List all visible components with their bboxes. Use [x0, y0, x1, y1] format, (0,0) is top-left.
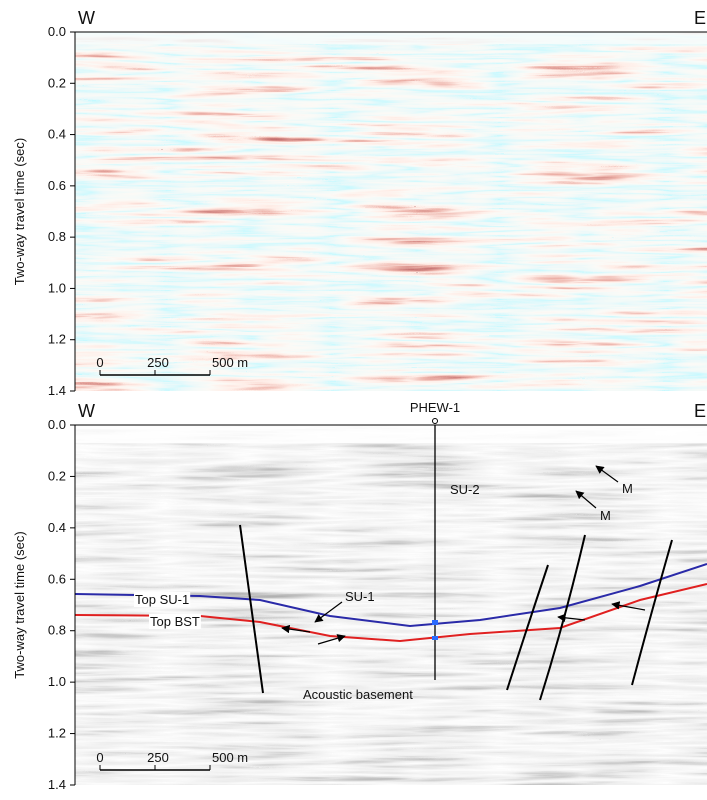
scale-bar-label: 0: [96, 355, 103, 370]
y-tick-label: 1.4: [48, 383, 66, 398]
scale-bar-label: 250: [147, 750, 169, 765]
seismic-section: [75, 32, 707, 391]
y-tick-label: 0.8: [48, 229, 66, 244]
y-tick-label: 0.2: [48, 468, 66, 483]
y-tick-label: 0.6: [48, 178, 66, 193]
label-background: [149, 614, 201, 629]
well-name: PHEW-1: [410, 400, 460, 415]
y-tick-label: 1.2: [48, 332, 66, 347]
y-tick-label: 0.0: [48, 24, 66, 39]
scale-bar-label: 250: [147, 355, 169, 370]
y-tick-label: 1.0: [48, 674, 66, 689]
y-tick-label: 1.2: [48, 726, 66, 741]
scale-bar-label: 500 m: [212, 355, 248, 370]
y-tick-label: 0.2: [48, 75, 66, 90]
y-tick-label: 0.4: [48, 127, 66, 142]
water-column: [75, 425, 707, 443]
direction-east: E: [694, 8, 706, 28]
water-column: [75, 32, 707, 44]
y-tick-label: 0.4: [48, 520, 66, 535]
label-background: [134, 592, 191, 607]
horizon-label: Top SU-1: [135, 592, 189, 607]
scale-bar-label: 0: [96, 750, 103, 765]
well-pick: [432, 636, 438, 640]
direction-east: E: [694, 401, 706, 421]
y-tick-label: 1.4: [48, 777, 66, 792]
horizon-top-su1: [74, 563, 707, 628]
marker-label: M: [600, 508, 611, 523]
y-tick-label: 0.8: [48, 623, 66, 638]
direction-west: W: [78, 8, 95, 28]
well-marker: [432, 418, 438, 424]
y-tick-label: 1.0: [48, 280, 66, 295]
panel-top: [75, 32, 707, 391]
arrows: [281, 465, 646, 645]
unit-label: SU-1: [345, 589, 375, 604]
scale-bar-label: 500 m: [212, 750, 248, 765]
horizon-label: Top BST: [150, 614, 200, 629]
y-tick-label: 0.6: [48, 571, 66, 586]
basement-label: Acoustic basement: [303, 687, 413, 702]
y-axis-label: Two-way travel time (sec): [12, 138, 27, 285]
well-pick: [432, 620, 438, 625]
y-axis-label: Two-way travel time (sec): [12, 531, 27, 678]
marker-label: M: [622, 481, 633, 496]
y-tick-label: 0.0: [48, 417, 66, 432]
direction-west: W: [78, 401, 95, 421]
unit-label: SU-2: [450, 482, 480, 497]
